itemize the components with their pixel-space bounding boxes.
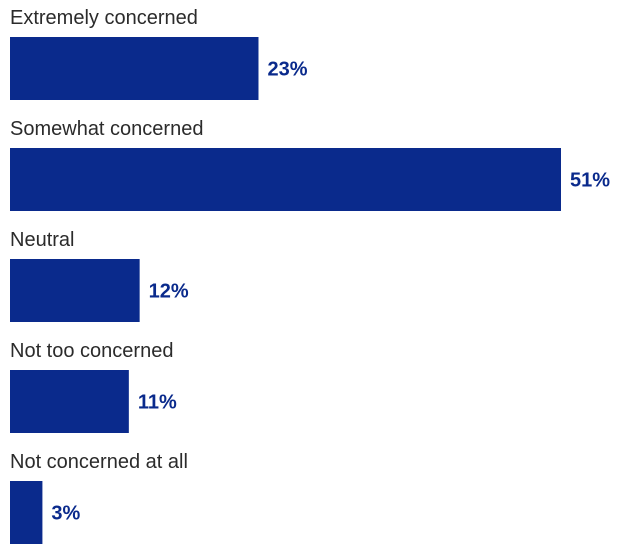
- category-label: Not too concerned: [10, 340, 173, 362]
- bar: [10, 259, 140, 322]
- category-label: Extremely concerned: [10, 7, 198, 29]
- value-label: 11%: [138, 392, 177, 414]
- bar-group: Not too concerned 11%: [10, 340, 177, 433]
- category-label: Neutral: [10, 229, 74, 251]
- bar: [10, 481, 43, 544]
- value-label: 23%: [267, 59, 307, 81]
- bar: [10, 37, 259, 100]
- bar-group: Extremely concerned 23%: [10, 7, 308, 100]
- value-label: 51%: [570, 170, 610, 192]
- value-label: 12%: [149, 281, 189, 303]
- bar-group: Somewhat concerned 51%: [10, 118, 610, 211]
- bar-group: Not concerned at all 3%: [10, 451, 188, 544]
- bar: [10, 148, 561, 211]
- category-label: Somewhat concerned: [10, 118, 203, 140]
- bar-group: Neutral 12%: [10, 229, 189, 322]
- value-label: 3%: [51, 503, 80, 525]
- bar: [10, 370, 129, 433]
- category-label: Not concerned at all: [10, 451, 188, 473]
